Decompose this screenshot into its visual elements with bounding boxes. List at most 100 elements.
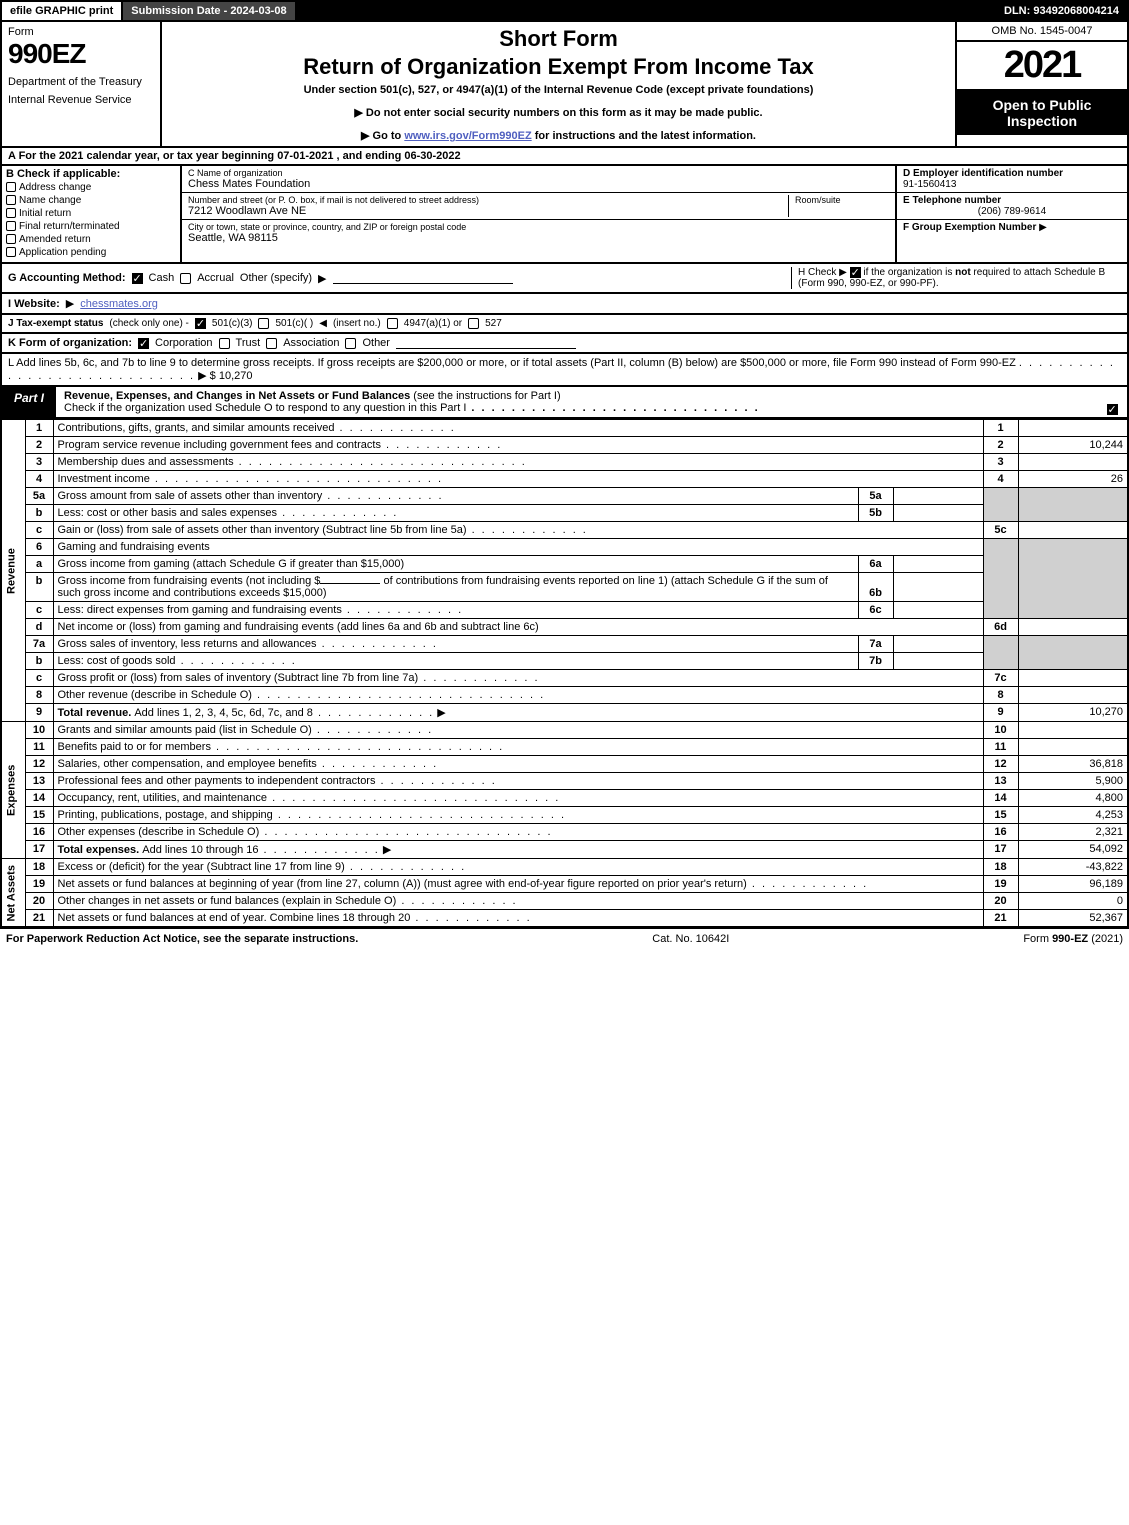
check-schedule-o[interactable] — [1107, 404, 1118, 415]
h-text1: H Check ▶ — [798, 267, 847, 278]
desc: Gross sales of inventory, less returns a… — [53, 636, 858, 653]
part1-title-sub: (see the instructions for Part I) — [410, 390, 560, 402]
table-row: Revenue 1 Contributions, gifts, grants, … — [1, 420, 1128, 437]
note1-text: Do not enter social security numbers on … — [366, 107, 763, 119]
num: 15 — [983, 807, 1018, 824]
dots — [342, 604, 463, 616]
table-row: a Gross income from gaming (attach Sched… — [1, 556, 1128, 573]
irs-link[interactable]: www.irs.gov/Form990EZ — [404, 130, 531, 142]
check-final-return[interactable]: Final return/terminated — [6, 221, 176, 232]
check-527[interactable] — [468, 318, 479, 329]
l-amount: $ 10,270 — [210, 370, 253, 382]
desc: Gross amount from sale of assets other t… — [53, 488, 858, 505]
shade — [983, 488, 1018, 522]
section-b-header: B Check if applicable: — [6, 168, 176, 180]
desc: Benefits paid to or for members — [53, 739, 983, 756]
table-row: b Gross income from fundraising events (… — [1, 573, 1128, 602]
check-corp[interactable] — [138, 338, 149, 349]
street-label: Number and street (or P. O. box, if mail… — [188, 195, 782, 205]
ln: a — [25, 556, 53, 573]
check-cash[interactable] — [132, 273, 143, 284]
desc: Printing, publications, postage, and shi… — [53, 807, 983, 824]
checkbox-icon — [6, 208, 16, 218]
ln: 4 — [25, 471, 53, 488]
ln: 19 — [25, 876, 53, 893]
ln: b — [25, 573, 53, 602]
city-row: City or town, state or province, country… — [182, 220, 895, 246]
check-4947[interactable] — [387, 318, 398, 329]
check-amended-return[interactable]: Amended return — [6, 234, 176, 245]
footer-right-bold: 990-EZ — [1052, 933, 1088, 945]
j-sub: (check only one) - — [109, 318, 188, 329]
table-row: 15 Printing, publications, postage, and … — [1, 807, 1128, 824]
table-row: 6 Gaming and fundraising events — [1, 539, 1128, 556]
table-row: 21 Net assets or fund balances at end of… — [1, 910, 1128, 928]
check-address-change[interactable]: Address change — [6, 182, 176, 193]
side-expenses: Expenses — [1, 722, 25, 859]
dots — [467, 524, 588, 536]
dots — [150, 473, 443, 485]
part1-check-note: Check if the organization used Schedule … — [64, 402, 466, 414]
section-k: K Form of organization: Corporation Trus… — [0, 334, 1129, 354]
other-org-input[interactable] — [396, 337, 576, 349]
check-trust[interactable] — [219, 338, 230, 349]
table-row: Expenses 10 Grants and similar amounts p… — [1, 722, 1128, 739]
mini-val — [893, 636, 983, 653]
ln: 20 — [25, 893, 53, 910]
num: 3 — [983, 454, 1018, 471]
i-label: I Website: — [8, 298, 60, 310]
mini-ln: 7a — [858, 636, 893, 653]
dots — [410, 912, 531, 924]
check-accrual[interactable] — [180, 273, 191, 284]
check-initial-return[interactable]: Initial return — [6, 208, 176, 219]
check-schedule-b[interactable] — [850, 267, 861, 278]
header-subtitle: Under section 501(c), 527, or 4947(a)(1)… — [172, 84, 945, 96]
other-specify-input[interactable] — [333, 272, 513, 284]
city-value: Seattle, WA 98115 — [188, 232, 889, 244]
phone-label: E Telephone number — [903, 195, 1121, 206]
check-assoc[interactable] — [266, 338, 277, 349]
desc-text: Professional fees and other payments to … — [58, 775, 376, 787]
num: 19 — [983, 876, 1018, 893]
phone-value: (206) 789-9614 — [903, 206, 1121, 217]
phone-cell: E Telephone number (206) 789-9614 — [897, 193, 1127, 220]
amt: 10,244 — [1018, 437, 1128, 454]
desc: Membership dues and assessments — [53, 454, 983, 471]
opt-trust: Trust — [236, 337, 261, 349]
side-revenue: Revenue — [1, 420, 25, 722]
website-link[interactable]: chessmates.org — [80, 298, 158, 310]
dots — [176, 655, 297, 667]
cb-label: Name change — [19, 195, 81, 206]
header-note1: ▶ Do not enter social security numbers o… — [172, 106, 945, 119]
desc: Investment income — [53, 471, 983, 488]
mini-val — [893, 573, 983, 602]
amt — [1018, 722, 1128, 739]
l-text: L Add lines 5b, 6c, and 7b to line 9 to … — [8, 357, 1016, 369]
footer-right-prefix: Form — [1023, 933, 1052, 945]
cb-label: Amended return — [19, 234, 91, 245]
checkbox-icon — [6, 247, 16, 257]
check-application-pending[interactable]: Application pending — [6, 247, 176, 258]
table-row: b Less: cost of goods sold 7b — [1, 653, 1128, 670]
mini-ln: 6c — [858, 602, 893, 619]
desc: Gross profit or (loss) from sales of inv… — [53, 670, 983, 687]
check-501c3[interactable] — [195, 318, 206, 329]
desc-text: Add lines 10 through 16 — [142, 844, 258, 856]
amt — [1018, 522, 1128, 539]
check-501c[interactable] — [258, 318, 269, 329]
desc-text: Printing, publications, postage, and shi… — [58, 809, 273, 821]
dots — [747, 878, 868, 890]
check-other-org[interactable] — [345, 338, 356, 349]
check-name-change[interactable]: Name change — [6, 195, 176, 206]
cb-label: Initial return — [19, 208, 71, 219]
num: 20 — [983, 893, 1018, 910]
top-bar: efile GRAPHIC print Submission Date - 20… — [0, 0, 1129, 22]
shade — [1018, 488, 1128, 522]
note2-prefix: Go to — [373, 130, 405, 142]
num: 2 — [983, 437, 1018, 454]
shade — [1018, 636, 1128, 670]
opt-other: Other — [362, 337, 390, 349]
opt-4947: 4947(a)(1) or — [404, 318, 462, 329]
amt: 96,189 — [1018, 876, 1128, 893]
amt: 5,900 — [1018, 773, 1128, 790]
